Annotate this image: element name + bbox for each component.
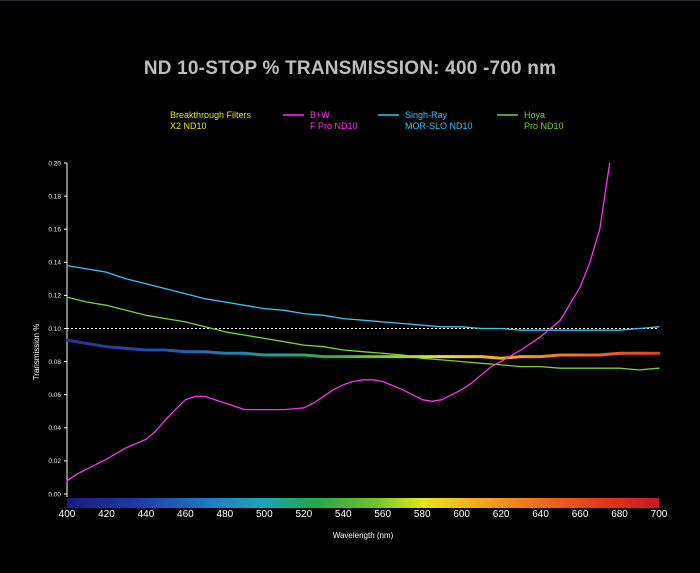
x-tick-label: 440: [138, 509, 155, 520]
y-tick-label: 0.12: [48, 293, 61, 300]
legend-sublabel-b-w: F Pro ND10: [310, 121, 358, 131]
legend-sublabel-breakthrough-filters: X2 ND10: [170, 121, 207, 131]
legend-label-b-w: B+W: [310, 110, 330, 120]
x-tick-label: 480: [217, 509, 234, 520]
series-line-breakthrough-filters: [65, 338, 661, 360]
x-tick-label: 540: [335, 509, 352, 520]
y-tick-label: 0.16: [48, 227, 61, 234]
x-tick-label: 560: [374, 509, 391, 520]
x-tick-label: 500: [256, 509, 273, 520]
x-tick-label: 680: [611, 509, 628, 520]
y-tick-label: 0.04: [48, 425, 61, 432]
y-tick-label: 0.18: [48, 193, 61, 200]
series-line-singh-ray: [66, 264, 660, 331]
y-tick-label: 0.14: [48, 260, 61, 267]
top-divider: [0, 0, 700, 1]
legend-label-breakthrough-filters: Breakthrough Filters: [170, 110, 252, 120]
x-tick-label: 400: [59, 509, 76, 520]
legend-sublabel-singh-ray: MOR-SLO ND10: [405, 121, 473, 131]
spectrum-bar: [67, 498, 659, 508]
x-tick-label: 640: [532, 509, 549, 520]
x-ticks: 400 420 440 460 480 500 520 540 560 580 600 620 640 6…: [59, 509, 668, 520]
x-tick-label: 660: [572, 509, 589, 520]
y-tick-label: 0.10: [48, 326, 61, 333]
y-ticks: 0.00 0.02 0.04 0.06 0.08 0.10 0.12 0.14 0.16 0.18…: [48, 160, 67, 498]
y-tick-label: 0.00: [48, 491, 61, 498]
y-tick-label: 0.20: [48, 160, 61, 167]
y-tick-label: 0.02: [48, 458, 61, 465]
x-tick-label: 520: [295, 509, 312, 520]
x-tick-label: 420: [98, 509, 115, 520]
y-tick-label: 0.08: [48, 359, 61, 366]
chart-title: ND 10-STOP % TRANSMISSION: 400 -700 nm: [143, 58, 557, 79]
series-line-hoya: [66, 296, 660, 371]
x-tick-label: 700: [651, 509, 668, 520]
x-axis-label: Wavelength (nm): [333, 531, 394, 540]
x-tick-label: 460: [177, 509, 194, 520]
legend-sublabel-hoya: Pro ND10: [524, 121, 564, 131]
y-tick-label: 0.06: [48, 392, 61, 399]
x-tick-label: 580: [414, 509, 431, 520]
series-group: [65, 162, 661, 482]
x-tick-label: 620: [493, 509, 510, 520]
series-line-b-w: [66, 162, 611, 482]
legend-label-singh-ray: Singh-Ray: [405, 110, 448, 120]
y-axis-label: Transmission %: [32, 324, 41, 381]
legend-label-hoya: Hoya: [524, 110, 545, 120]
x-tick-label: 600: [453, 509, 470, 520]
